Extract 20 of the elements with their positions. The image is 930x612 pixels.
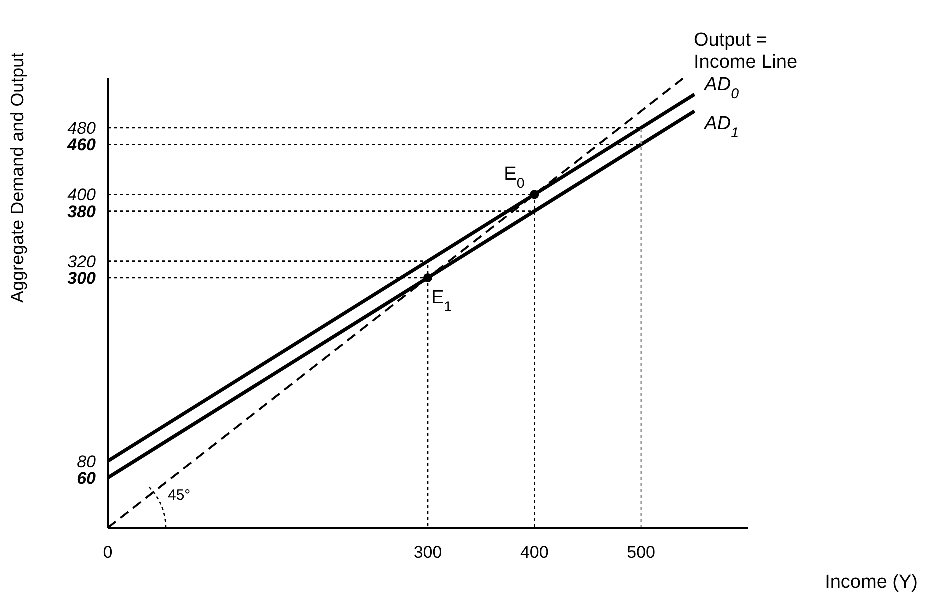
y-axis-title: Aggregate Demand and Output	[7, 52, 28, 303]
x-tick-label: 400	[520, 543, 549, 562]
y-tick-label: 480	[68, 119, 97, 138]
series-label: AD$_{0}$	[704, 74, 740, 103]
y-tick-label: 300	[68, 269, 97, 288]
series-label: E$_{0}$	[504, 164, 525, 192]
x-tick-label: 300	[414, 543, 442, 562]
series-label: E$_{1}$	[431, 287, 452, 316]
x-axis-title: Income (Y)	[825, 572, 918, 593]
series-label: Output = Income Line	[694, 30, 798, 73]
series-label: AD$_{1}$	[704, 113, 740, 142]
y-tick-label: 460	[66, 136, 97, 155]
y-tick-label: 400	[68, 186, 97, 205]
y-tick-label: 80	[77, 452, 97, 472]
y-tick-label: 380	[68, 202, 97, 222]
annotation: 45°	[168, 487, 191, 504]
y-tick-label: 60	[77, 469, 97, 488]
x-tick-label: 500	[627, 543, 656, 562]
x-tick-label: 0	[103, 543, 113, 562]
y-tick-label: 320	[68, 252, 97, 272]
